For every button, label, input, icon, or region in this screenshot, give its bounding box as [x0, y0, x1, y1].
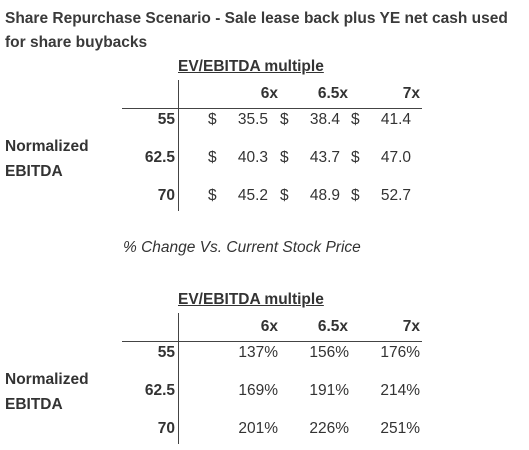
table2-row-label-55: 55	[157, 344, 175, 361]
table2-cell: 156%	[309, 344, 349, 361]
page-title: Share Repurchase Scenario - Sale lease b…	[5, 10, 508, 51]
table1-col-7x: 7x	[402, 85, 420, 102]
table2-row-label-62-5: 62.5	[144, 382, 175, 399]
table2-cell: 137%	[238, 344, 278, 361]
table2-cell: 226%	[309, 420, 349, 437]
table2-cell: 201%	[238, 420, 278, 437]
table2-col-7x: 7x	[402, 318, 420, 335]
table1-side-label-line1: Normalized	[5, 138, 89, 155]
table1-cell: $40.3	[208, 149, 268, 166]
table1-header-divider	[122, 108, 422, 109]
table1-header: EV/EBITDA multiple	[178, 58, 324, 75]
table1-cell: $43.7	[280, 149, 340, 166]
table2-side-label-line2: EBITDA	[5, 396, 63, 413]
table2-header: EV/EBITDA multiple	[178, 291, 324, 308]
table1-cell: $47.0	[351, 149, 411, 166]
table2-row-divider	[178, 313, 179, 444]
table2-cell: 169%	[238, 382, 278, 399]
table1-row-label-55: 55	[157, 111, 175, 128]
table1-col-6-5x: 6.5x	[317, 85, 348, 102]
table1-cell: $45.2	[208, 187, 268, 204]
table1-row-label-62-5: 62.5	[144, 149, 175, 166]
table2-col-6-5x: 6.5x	[317, 318, 348, 335]
table2-cell: 251%	[380, 420, 420, 437]
table2-row-label-70: 70	[157, 420, 175, 437]
table1-cell: $38.4	[280, 111, 340, 128]
table1-cell: $52.7	[351, 187, 411, 204]
table2-cell: 214%	[380, 382, 420, 399]
table1-row-divider	[178, 80, 179, 211]
table2-side-label: Normalized EBITDA	[5, 367, 89, 417]
table1-cell: $35.5	[208, 111, 268, 128]
table2-cell: 176%	[380, 344, 420, 361]
table2-side-label-line1: Normalized	[5, 371, 89, 388]
table1-side-label: Normalized EBITDA	[5, 134, 89, 184]
table1-col-6x: 6x	[260, 85, 278, 102]
subtitle: % Change Vs. Current Stock Price	[123, 239, 361, 256]
table2-col-6x: 6x	[260, 318, 278, 335]
table1-cell: $48.9	[280, 187, 340, 204]
table1-side-label-line2: EBITDA	[5, 163, 63, 180]
table2-cell: 191%	[309, 382, 349, 399]
table1-row-label-70: 70	[157, 187, 175, 204]
table2-header-divider	[122, 341, 422, 342]
table1-cell: $41.4	[351, 111, 411, 128]
